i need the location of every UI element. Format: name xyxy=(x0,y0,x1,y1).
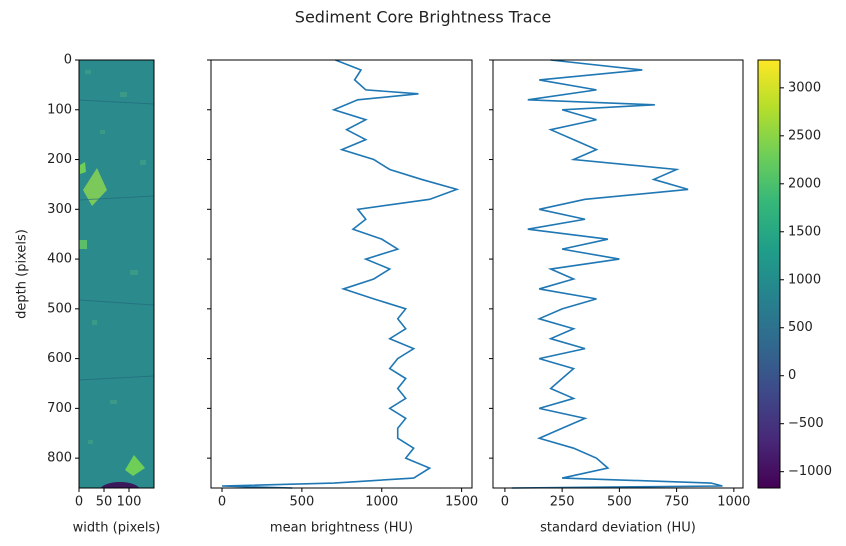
axes-frame xyxy=(493,60,743,488)
x-tick-label: 1500 xyxy=(445,495,478,510)
x-tick-label: 0 xyxy=(75,495,83,510)
colorbar-tick-label: 1500 xyxy=(788,224,821,239)
y-tick-label: 500 xyxy=(47,301,72,316)
y-tick-label: 0 xyxy=(64,53,72,68)
figure-title: Sediment Core Brightness Trace xyxy=(295,8,551,27)
colorbar-tick-label: 3000 xyxy=(788,80,821,95)
x-tick-label: 0 xyxy=(501,495,509,510)
y-tick-label: 100 xyxy=(47,102,72,117)
y-tick-label: 600 xyxy=(47,351,72,366)
axes-frame xyxy=(211,60,472,488)
core-image xyxy=(79,60,154,498)
x-axis-label: width (pixels) xyxy=(73,521,161,536)
figure: Sediment Core Brightness Trace 050100010… xyxy=(0,0,846,542)
trace-line xyxy=(512,60,723,488)
y-tick-label: 300 xyxy=(47,202,72,217)
x-axis-label: standard deviation (HU) xyxy=(540,521,696,536)
colorbar-tick-label: −1000 xyxy=(788,464,832,479)
colorbar-tick-label: 1000 xyxy=(788,272,821,287)
y-tick-label: 700 xyxy=(47,401,72,416)
x-tick-label: 500 xyxy=(289,495,314,510)
colorbar-tick-label: −500 xyxy=(788,416,824,431)
colorbar-tick-label: 500 xyxy=(788,320,813,335)
y-tick-label: 400 xyxy=(47,252,72,267)
y-axis-label: depth (pixels) xyxy=(15,229,30,319)
x-tick-label: 100 xyxy=(117,495,142,510)
x-tick-label: 0 xyxy=(218,495,226,510)
x-tick-label: 750 xyxy=(664,495,689,510)
trace-line xyxy=(222,60,457,488)
colorbar-tick-label: 2000 xyxy=(788,176,821,191)
x-tick-label: 1000 xyxy=(717,495,750,510)
colorbar-tick-label: 2500 xyxy=(788,128,821,143)
x-axis-label: mean brightness (HU) xyxy=(270,521,413,536)
y-tick-label: 800 xyxy=(47,451,72,466)
x-tick-label: 1000 xyxy=(365,495,398,510)
x-tick-label: 250 xyxy=(550,495,575,510)
x-tick-label: 500 xyxy=(607,495,632,510)
colorbar-tick-label: 0 xyxy=(788,368,796,383)
x-tick-label: 50 xyxy=(96,495,113,510)
colorbar xyxy=(758,60,780,488)
y-tick-label: 200 xyxy=(47,152,72,167)
